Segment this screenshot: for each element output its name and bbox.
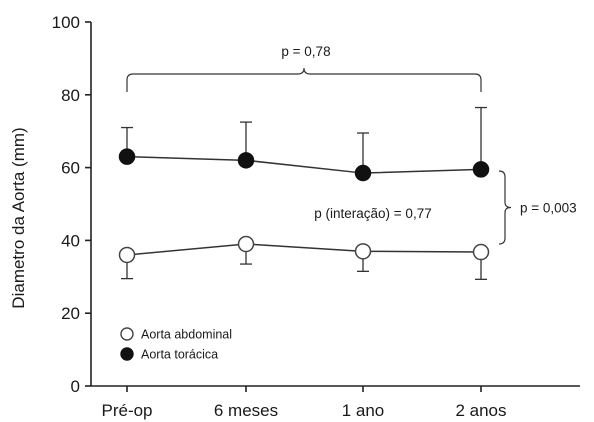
y-tick-label-100: 100: [52, 13, 80, 32]
y-tick-label-80: 80: [61, 86, 80, 105]
point-aorta-tor-cica-1: [237, 152, 255, 169]
point-aorta-abdominal-0: [118, 246, 136, 264]
series-line-aorta-tor-cica: [126, 155, 482, 174]
legend-marker-aorta-toracica: [120, 347, 134, 361]
side-bracket: [498, 170, 512, 245]
side-bracket-label: p = 0,003: [520, 201, 577, 216]
legend-label-aorta-toracica: Aorta torácica: [141, 348, 218, 362]
top-bracket: [126, 67, 482, 92]
legend: Aorta abdominal Aorta torácica: [120, 327, 232, 362]
y-tick-label-60: 60: [61, 159, 80, 178]
point-aorta-abdominal-1: [237, 235, 255, 253]
series-aorta-tor-cica: [118, 106, 490, 182]
y-axis-title: Diametro da Aorta (mm): [9, 127, 28, 308]
plot-area: [118, 106, 490, 280]
legend-label-aorta-abdominal: Aorta abdominal: [141, 328, 232, 342]
brackets: p = 0,78 p = 0,003 p (interação) = 0,77: [126, 44, 577, 245]
point-aorta-abdominal-3: [472, 243, 490, 261]
y-tick-label-40: 40: [61, 231, 80, 250]
point-aorta-tor-cica-0: [118, 148, 136, 165]
series-line-aorta-abdominal: [126, 243, 482, 256]
y-tick-label-0: 0: [71, 377, 80, 396]
y-ticks: 0 20 40 60 80 100: [52, 13, 91, 396]
x-tick-label-1: 6 meses: [214, 401, 278, 420]
x-tick-label-0: Pré-op: [101, 401, 152, 420]
y-tick-label-20: 20: [61, 304, 80, 323]
x-ticks: Pré-op 6 meses 1 ano 2 anos: [101, 386, 507, 420]
x-tick-label-2: 1 ano: [342, 401, 385, 420]
interaction-label: p (interação) = 0,77: [314, 206, 431, 221]
axes: [90, 22, 580, 387]
legend-marker-aorta-abdominal: [120, 327, 134, 341]
point-aorta-abdominal-2: [354, 243, 372, 260]
point-aorta-tor-cica-3: [472, 161, 490, 178]
series-aorta-abdominal: [118, 235, 490, 280]
top-bracket-label: p = 0,78: [281, 44, 330, 59]
x-tick-label-3: 2 anos: [455, 401, 506, 420]
point-aorta-tor-cica-2: [354, 164, 372, 182]
